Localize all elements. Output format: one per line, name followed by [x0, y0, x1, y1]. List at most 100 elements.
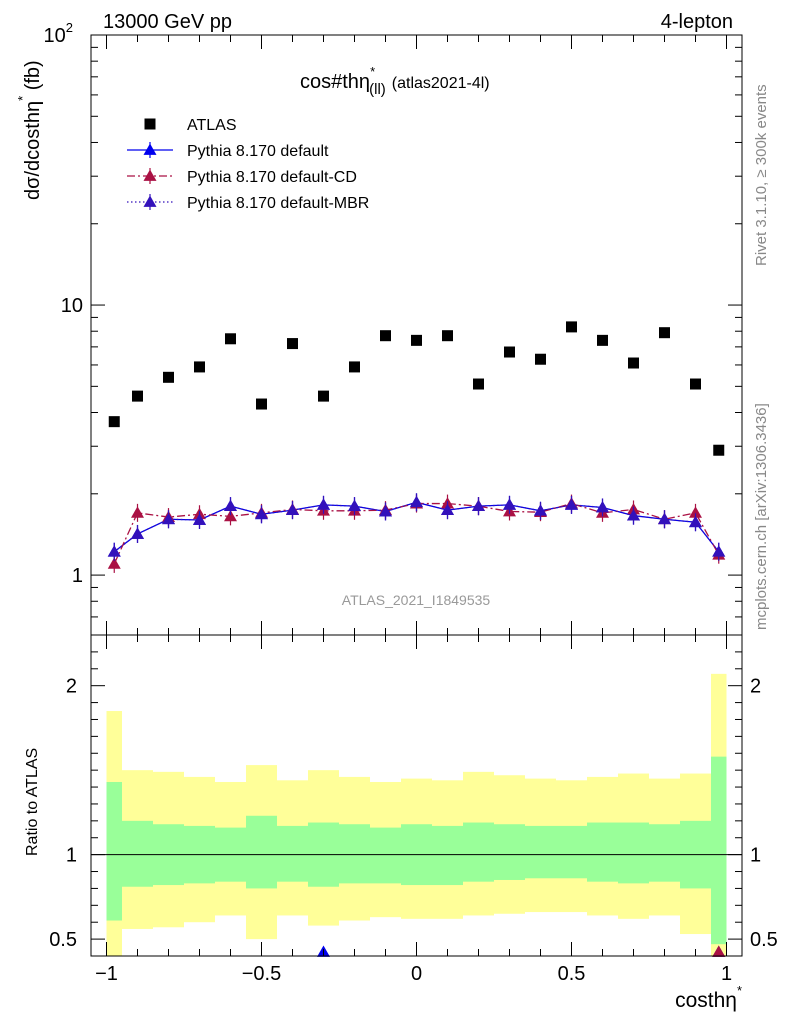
- ratio-band-bin: [463, 822, 494, 882]
- data-point-triangle: [534, 504, 547, 516]
- main-y-tick-label: 102: [44, 20, 73, 47]
- ratio-band-bin: [494, 824, 525, 880]
- data-point-triangle: [286, 503, 299, 516]
- data-point-triangle: [410, 495, 423, 508]
- header-process-label: 4-lepton: [661, 11, 733, 33]
- x-tick-label: 0.5: [558, 963, 586, 985]
- data-point-square: [659, 327, 670, 339]
- x-axis-label-sup: *: [737, 983, 742, 998]
- data-point-square: [597, 334, 608, 346]
- ratio-y-tick-label-right: 1: [750, 845, 761, 867]
- data-point-triangle: [224, 499, 237, 512]
- data-point-square: [535, 353, 546, 365]
- legend: ATLAS Pythia 8.170 default Pythia 8.170 de…: [127, 117, 369, 212]
- ratio-band-bin: [246, 815, 277, 889]
- data-point-square: [411, 334, 422, 346]
- data-point-triangle: [658, 512, 671, 525]
- legend-marker: [144, 118, 156, 130]
- data-point-triangle: [255, 507, 268, 520]
- data-point-square: [504, 346, 515, 358]
- main-y-axis-label: dσ/dcosthη* (fb): [15, 60, 44, 200]
- ratio-band-bin: [587, 822, 618, 882]
- data-point-square: [566, 321, 577, 333]
- main-y-tick-label: 1: [72, 565, 83, 587]
- main-y-tick-label: 10: [61, 295, 83, 317]
- ratio-band-bin: [556, 825, 587, 879]
- data-point-square: [256, 398, 267, 410]
- ratio-band-bin: [122, 820, 153, 887]
- ratio-y-tick-label: 2: [66, 676, 77, 698]
- data-point-square: [132, 390, 143, 402]
- x-tick-label: −1: [95, 963, 118, 985]
- x-tick-label: −0.5: [242, 963, 281, 985]
- data-point-square: [380, 330, 391, 342]
- data-point-triangle: [193, 513, 206, 525]
- data-point-square: [318, 390, 329, 402]
- analysis-watermark: ATLAS_2021_I1849535: [342, 592, 491, 608]
- legend-label: ATLAS: [187, 117, 237, 134]
- ratio-band-bin: [525, 825, 556, 879]
- data-point-square: [108, 416, 120, 428]
- ratio-band-0: [106, 673, 727, 956]
- plot-title-sub: (ll): [369, 81, 386, 98]
- main-y-tick-label-exponent: 2: [66, 20, 73, 35]
- data-point-square: [287, 338, 298, 350]
- data-point-square: [628, 357, 639, 369]
- ratio-band-bin: [106, 781, 122, 921]
- ratio-y-axis-label: Ratio to ATLAS: [24, 748, 41, 856]
- legend-label: Pythia 8.170 default-MBR: [187, 195, 369, 212]
- header-energy-label: 13000 GeV pp: [103, 11, 232, 33]
- plot-title-sup: *: [370, 64, 375, 79]
- data-point-triangle: [162, 512, 175, 525]
- x-tick-label: 0: [411, 963, 422, 985]
- data-point-triangle: [712, 545, 726, 557]
- ratio-band-bin: [277, 825, 308, 882]
- legend-marker: [143, 169, 157, 181]
- data-point-triangle: [689, 506, 702, 518]
- plot-title-main: cos#thη: [300, 71, 370, 93]
- x-tick-label: 1: [721, 963, 732, 985]
- data-point-triangle: [131, 506, 144, 518]
- data-point-triangle: [565, 498, 578, 510]
- data-point-square: [690, 378, 701, 390]
- ratio-panel: 0.5 0.5 1 1 2 2 −1 −0.5 0 0.5 1 Ratio to ATLAS cos…: [24, 634, 778, 1012]
- ratio-y-tick-label: 0.5: [49, 929, 77, 951]
- data-point-square: [163, 371, 174, 383]
- legend-label: Pythia 8.170 default-CD: [187, 169, 357, 186]
- data-point-triangle: [472, 499, 485, 512]
- data-point-square: [225, 333, 236, 345]
- legend-label: Pythia 8.170 default: [187, 143, 329, 160]
- x-axis-label: costhη*: [675, 983, 742, 1012]
- ratio-marker: [712, 945, 726, 957]
- main-series-layer: [107, 321, 726, 573]
- ratio-band-bin: [432, 825, 463, 886]
- data-point-square: [194, 361, 205, 373]
- data-point-triangle: [503, 498, 516, 510]
- data-point-square: [713, 444, 725, 456]
- ratio-band-bin: [711, 756, 727, 945]
- data-point-triangle: [379, 504, 392, 517]
- legend-marker: [143, 143, 157, 155]
- main-y-label-main: dσ/dcosthη: [22, 101, 44, 200]
- data-point-triangle: [627, 509, 640, 521]
- ratio-band-bin: [649, 824, 680, 882]
- plot-title-tag: (atlas2021-4l): [392, 75, 490, 92]
- series-3: [107, 493, 726, 561]
- ratio-band-bin: [370, 827, 401, 884]
- data-point-triangle: [596, 500, 609, 513]
- ratio-y-tick-label: 1: [66, 845, 77, 867]
- ratio-band-bin: [618, 822, 649, 884]
- ratio-band-bin: [339, 824, 370, 884]
- data-point-triangle: [107, 557, 121, 569]
- legend-marker: [143, 195, 157, 207]
- data-point-triangle: [224, 509, 237, 522]
- main-y-label-tail: (fb): [22, 60, 44, 96]
- series-0: [108, 321, 725, 456]
- main-y-label-sup: *: [15, 96, 30, 101]
- rivet-version-label: Rivet 3.1.10, ≥ 300k events: [753, 84, 770, 266]
- data-point-triangle: [107, 545, 121, 557]
- ratio-y-tick-label-right: 2: [750, 676, 761, 698]
- ratio-y-tick-label-right: 0.5: [750, 929, 778, 951]
